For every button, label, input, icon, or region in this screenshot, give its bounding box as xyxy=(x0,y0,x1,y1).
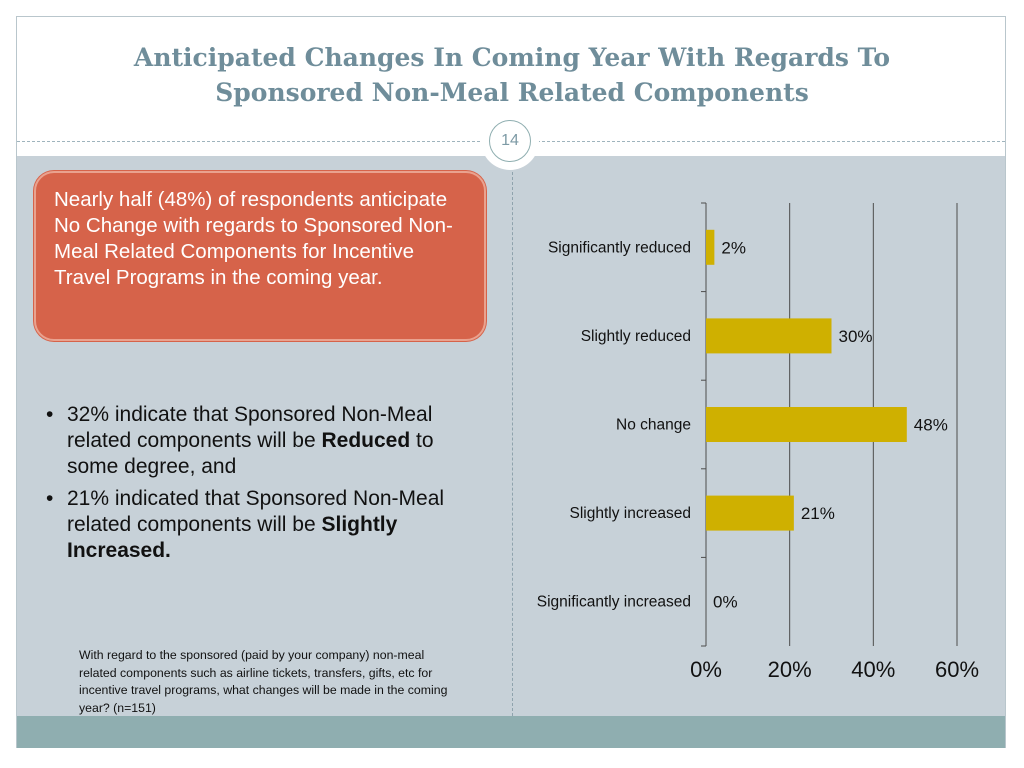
bullet-emphasis: Reduced xyxy=(321,429,411,452)
category-label: Slightly reduced xyxy=(581,328,691,345)
bar xyxy=(706,495,794,531)
bar xyxy=(706,407,907,442)
bar xyxy=(706,229,715,265)
bullet-text: 32% indicate that Sponsored Non-Meal rel… xyxy=(67,403,433,452)
data-label: 0% xyxy=(713,593,738,612)
survey-footnote: With regard to the sponsored (paid by yo… xyxy=(79,648,448,715)
bullet-dot: • xyxy=(46,403,54,426)
bar-chart: 0% 20% 40% 60% Significantly reduced 2% Slight… xyxy=(537,202,979,682)
column-divider xyxy=(512,172,513,716)
title-line-2: Sponsored Non-Meal Related Components xyxy=(215,78,809,107)
callout-box: Nearly half (48%) of respondents anticip… xyxy=(34,171,486,341)
data-label: 30% xyxy=(839,327,873,346)
x-tick-label: 0% xyxy=(690,657,722,682)
bullet-list: • 32% indicate that Sponsored Non-Meal re… xyxy=(44,402,484,570)
category-label: Slightly increased xyxy=(570,505,691,522)
x-tick-label: 20% xyxy=(768,657,812,682)
page-number: 14 xyxy=(489,120,531,162)
bullet-item: • 21% indicated that Sponsored Non-Meal r… xyxy=(44,486,484,564)
category-label: Significantly increased xyxy=(537,594,691,611)
data-label: 2% xyxy=(721,238,746,257)
category-label: No change xyxy=(616,417,691,434)
bar xyxy=(706,318,832,354)
title-line-1: Anticipated Changes In Coming Year With … xyxy=(133,43,891,72)
footer-bar xyxy=(17,716,1005,748)
callout-text: Nearly half (48%) of respondents anticip… xyxy=(54,188,453,289)
data-label: 21% xyxy=(801,504,835,523)
x-tick-label: 60% xyxy=(935,657,979,682)
bullet-text-end: to some degree, and xyxy=(67,429,434,478)
category-label: Significantly reduced xyxy=(548,239,691,256)
bullet-dot: • xyxy=(46,487,54,510)
data-label: 48% xyxy=(914,416,948,435)
bullet-emphasis: Slightly Increased. xyxy=(67,513,398,562)
bullet-text: 21% indicated that Sponsored Non-Meal re… xyxy=(67,487,445,536)
slide-title: Anticipated Changes In Coming Year With … xyxy=(40,40,984,110)
bullet-item: • 32% indicate that Sponsored Non-Meal re… xyxy=(44,402,484,480)
x-tick-label: 40% xyxy=(851,657,895,682)
